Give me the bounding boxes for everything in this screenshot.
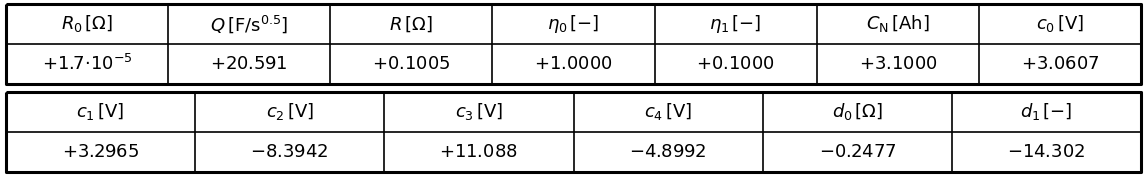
Text: $+1.0000$: $+1.0000$ bbox=[535, 55, 612, 73]
Text: $+0.1000$: $+0.1000$ bbox=[696, 55, 775, 73]
Text: $Q\,[\mathrm{F/s}^{0.5}]$: $Q\,[\mathrm{F/s}^{0.5}]$ bbox=[210, 13, 288, 34]
Text: $\eta_1\,[-]$: $\eta_1\,[-]$ bbox=[710, 13, 762, 35]
Text: $\eta_0\,[-]$: $\eta_0\,[-]$ bbox=[547, 13, 600, 35]
Text: $-0.2477$: $-0.2477$ bbox=[819, 143, 896, 161]
Text: $+20.591$: $+20.591$ bbox=[210, 55, 288, 73]
Text: $+1.7{\cdot}10^{-5}$: $+1.7{\cdot}10^{-5}$ bbox=[41, 54, 132, 74]
Text: $+3.1000$: $+3.1000$ bbox=[859, 55, 937, 73]
Text: $c_1\,[\mathrm{V}]$: $c_1\,[\mathrm{V}]$ bbox=[77, 101, 124, 122]
Text: $+11.088$: $+11.088$ bbox=[439, 143, 518, 161]
Text: $+0.1005$: $+0.1005$ bbox=[372, 55, 451, 73]
Text: $+3.2965$: $+3.2965$ bbox=[62, 143, 139, 161]
Text: $+3.0607$: $+3.0607$ bbox=[1021, 55, 1100, 73]
Text: $d_0\,[\Omega]$: $d_0\,[\Omega]$ bbox=[832, 101, 883, 122]
Text: $c_3\,[\mathrm{V}]$: $c_3\,[\mathrm{V}]$ bbox=[455, 101, 502, 122]
Text: $-8.3942$: $-8.3942$ bbox=[250, 143, 329, 161]
Text: $-4.8992$: $-4.8992$ bbox=[630, 143, 707, 161]
Text: $R\,[\Omega]$: $R\,[\Omega]$ bbox=[390, 14, 434, 33]
Text: $c_2\,[\mathrm{V}]$: $c_2\,[\mathrm{V}]$ bbox=[266, 101, 313, 122]
Text: $d_1\,[-]$: $d_1\,[-]$ bbox=[1021, 101, 1072, 122]
Text: $R_0\,[\Omega]$: $R_0\,[\Omega]$ bbox=[61, 13, 112, 34]
Text: $c_4\,[\mathrm{V}]$: $c_4\,[\mathrm{V}]$ bbox=[645, 101, 692, 122]
Text: $-14.302$: $-14.302$ bbox=[1007, 143, 1086, 161]
Text: $C_\mathrm{N}\,[\mathrm{Ah}]$: $C_\mathrm{N}\,[\mathrm{Ah}]$ bbox=[866, 13, 930, 34]
Text: $c_0\,[\mathrm{V}]$: $c_0\,[\mathrm{V}]$ bbox=[1036, 13, 1084, 34]
